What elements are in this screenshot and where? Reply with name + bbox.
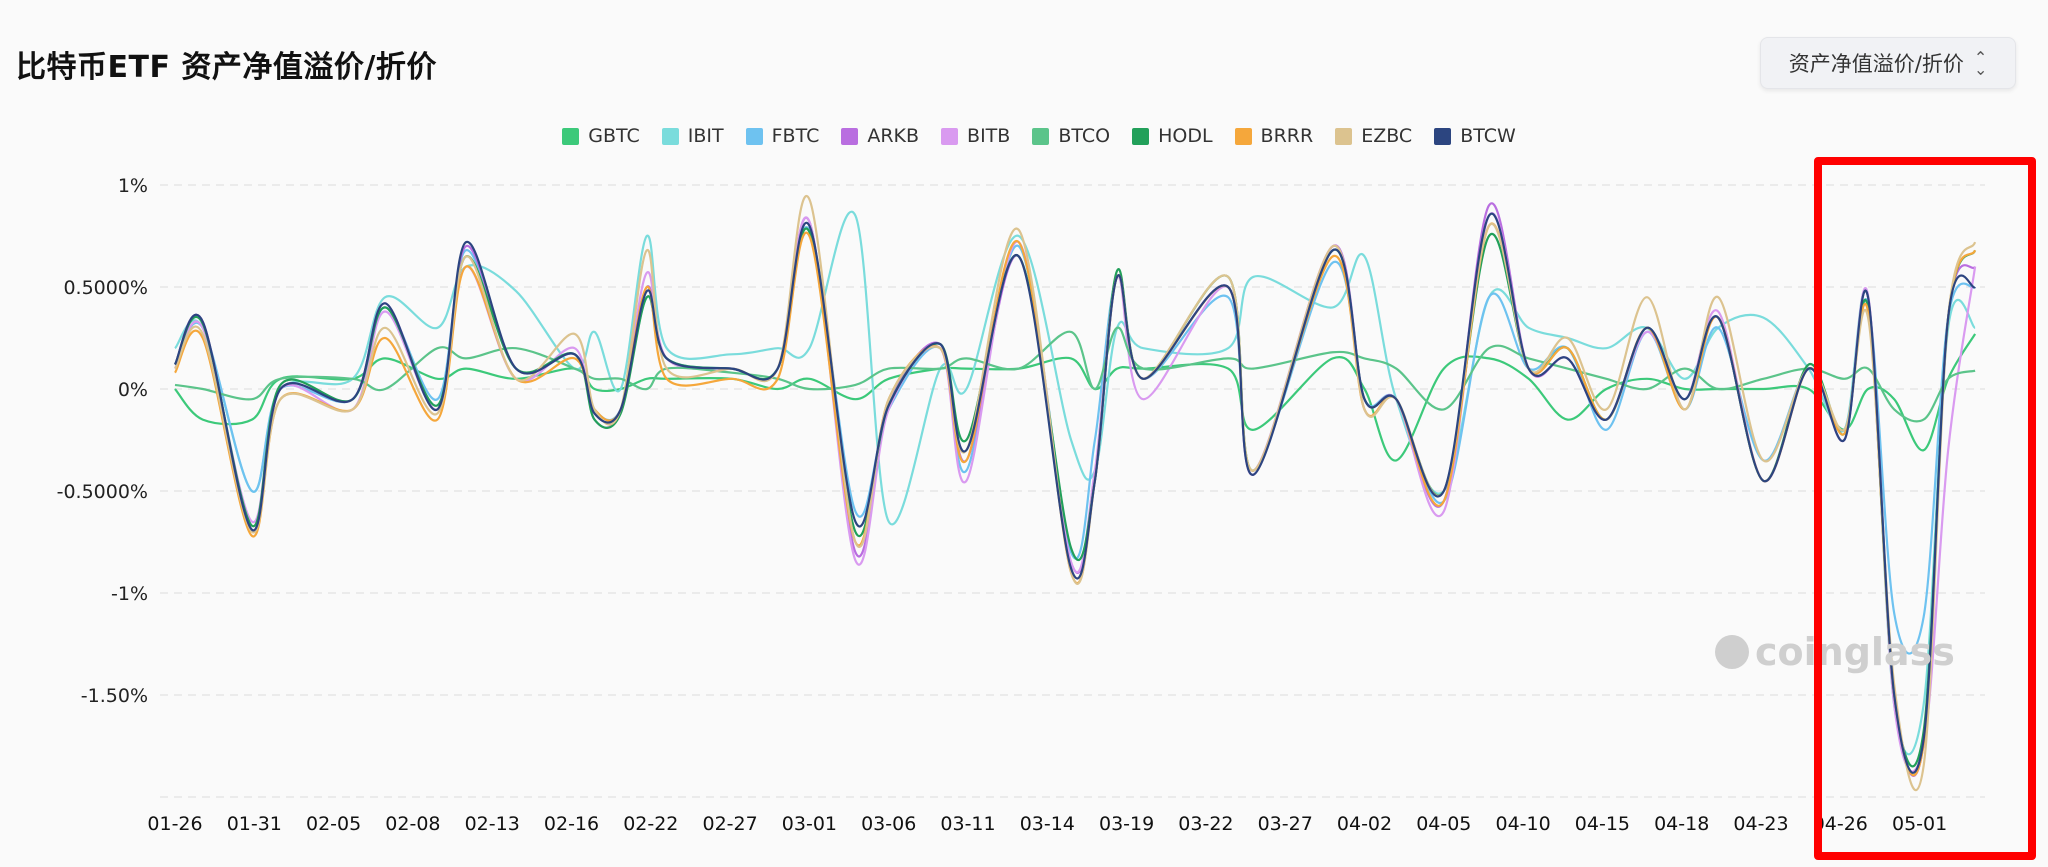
y-tick-label: 1% <box>118 175 148 197</box>
x-tick-label: 03-01 <box>782 813 837 835</box>
legend-swatch-icon <box>1434 127 1452 145</box>
legend-item-arkb[interactable]: ARKB <box>841 125 919 147</box>
legend-item-btco[interactable]: BTCO <box>1032 125 1110 147</box>
legend-label: HODL <box>1158 125 1213 147</box>
x-tick-label: 04-10 <box>1495 813 1550 835</box>
chevron-up-down-icon: ⌃ ⌃ <box>1973 48 1988 79</box>
x-tick-label: 03-14 <box>1020 813 1075 835</box>
x-tick-label: 02-13 <box>465 813 520 835</box>
legend-label: IBIT <box>687 125 724 147</box>
x-tick-label: 03-19 <box>1099 813 1154 835</box>
legend-item-hodl[interactable]: HODL <box>1132 125 1213 147</box>
legend-item-bitb[interactable]: BITB <box>941 125 1010 147</box>
legend-label: BTCO <box>1058 125 1111 147</box>
x-tick-label: 01-26 <box>147 813 202 835</box>
legend-swatch-icon <box>941 127 959 145</box>
dropdown-label: 资产净值溢价/折价 <box>1788 52 1964 76</box>
coinglass-watermark: coinglass <box>1715 630 1955 674</box>
x-tick-label: 04-15 <box>1575 813 1630 835</box>
series-line-fbtc[interactable] <box>174 226 1976 655</box>
series-line-arkb[interactable] <box>174 202 1977 777</box>
legend-label: BRRR <box>1260 125 1314 147</box>
chart-legend: GBTC IBIT FBTC ARKB BITB BTCO HODL BRRR EZBC BTCW <box>0 125 2048 147</box>
x-tick-label: 04-02 <box>1337 813 1392 835</box>
legend-label: ARKB <box>867 125 920 147</box>
x-tick-label: 02-08 <box>385 813 440 835</box>
legend-swatch-icon <box>661 127 679 145</box>
legend-swatch-icon <box>1335 127 1353 145</box>
x-tick-label: 01-31 <box>227 813 282 835</box>
page-title: 比特币ETF 资产净值溢价/折价 <box>16 50 437 85</box>
series-line-ezbc[interactable] <box>174 195 1977 792</box>
legend-label: FBTC <box>771 125 820 147</box>
y-tick-label: -1% <box>111 583 148 605</box>
legend-label: BTCW <box>1460 125 1516 147</box>
legend-swatch-icon <box>745 127 763 145</box>
x-tick-label: 04-05 <box>1416 813 1471 835</box>
x-tick-label: 03-11 <box>940 813 995 835</box>
legend-swatch-icon <box>1234 127 1252 145</box>
legend-label: BITB <box>967 125 1011 147</box>
legend-label: GBTC <box>588 125 640 147</box>
series-line-hodl[interactable] <box>174 227 1977 768</box>
y-tick-label: 0.5000% <box>63 277 148 299</box>
legend-swatch-icon <box>1032 127 1050 145</box>
x-tick-label: 03-22 <box>1178 813 1233 835</box>
legend-item-btcw[interactable]: BTCW <box>1434 125 1516 147</box>
x-tick-label: 02-22 <box>623 813 678 835</box>
series-line-bitb[interactable] <box>174 212 1977 773</box>
x-tick-label: 02-16 <box>544 813 599 835</box>
x-tick-label: 05-01 <box>1892 813 1947 835</box>
legend-item-ibit[interactable]: IBIT <box>661 125 724 147</box>
series-line-ibit[interactable] <box>174 210 1977 756</box>
x-tick-label: 02-05 <box>306 813 361 835</box>
y-tick-label: -0.5000% <box>57 481 148 503</box>
y-tick-label: -1.50% <box>81 685 148 707</box>
x-tick-label: 04-18 <box>1654 813 1709 835</box>
legend-swatch-icon <box>562 127 580 145</box>
legend-item-gbtc[interactable]: GBTC <box>562 125 640 147</box>
series-line-brrr[interactable] <box>174 222 1977 777</box>
legend-item-ezbc[interactable]: EZBC <box>1335 125 1412 147</box>
legend-swatch-icon <box>841 127 859 145</box>
watermark-text: coinglass <box>1755 630 1955 674</box>
x-tick-label: 04-26 <box>1813 813 1868 835</box>
series-line-btco[interactable] <box>174 326 1976 423</box>
highlight-box <box>1814 157 2036 860</box>
coinglass-logo-icon <box>1715 635 1749 669</box>
x-tick-label: 02-27 <box>702 813 757 835</box>
legend-item-brrr[interactable]: BRRR <box>1234 125 1314 147</box>
series-line-btcw[interactable] <box>174 212 1977 774</box>
metric-select-dropdown[interactable]: 资产净值溢价/折价 ⌃ ⌃ <box>1760 37 2016 89</box>
y-tick-label: 0% <box>118 379 148 401</box>
legend-swatch-icon <box>1132 127 1150 145</box>
legend-item-fbtc[interactable]: FBTC <box>745 125 820 147</box>
x-tick-label: 03-27 <box>1258 813 1313 835</box>
x-tick-label: 04-23 <box>1733 813 1788 835</box>
x-tick-label: 03-06 <box>861 813 916 835</box>
legend-label: EZBC <box>1361 125 1413 147</box>
